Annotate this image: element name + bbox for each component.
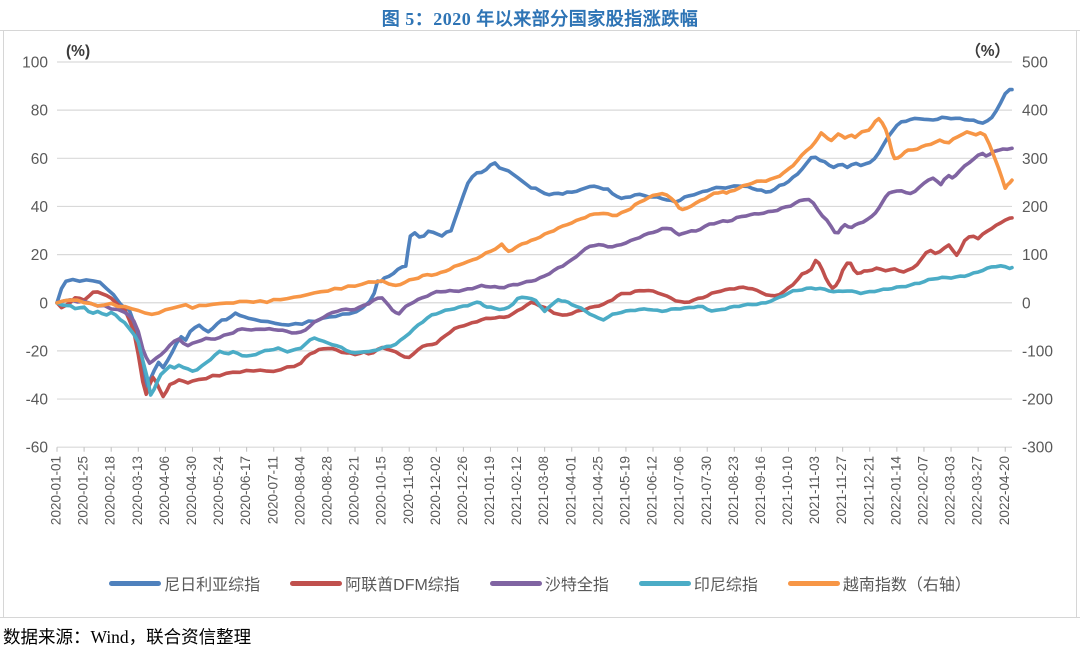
x-axis-tick-label: 2020-11-08 [401, 456, 416, 524]
right-axis-tick-label: 300 [1022, 151, 1048, 168]
x-axis-tick-label: 2020-01-01 [49, 456, 64, 525]
x-axis-tick-label: 2022-02-07 [916, 456, 931, 525]
x-axis-tick-label: 2022-04-20 [997, 456, 1012, 525]
x-axis-tick-label: 2021-04-25 [590, 456, 605, 525]
legend-label: 尼日利亚综指 [164, 577, 261, 594]
right-axis-tick-label: 500 [1022, 55, 1048, 72]
source-note: 数据来源：Wind，联合资信整理 [3, 627, 252, 647]
left-axis-tick-label: 0 [39, 295, 48, 312]
x-axis-tick-label: 2021-12-21 [861, 456, 876, 525]
x-axis-tick-label: 2020-04-30 [184, 456, 199, 525]
left-axis-tick-label: 40 [31, 199, 49, 216]
left-axis-tick-label: 100 [22, 55, 48, 72]
x-axis-tick-label: 2020-08-04 [292, 456, 307, 526]
series-line-3 [55, 146, 1014, 365]
left-axis-unit-label: (%) [66, 43, 90, 60]
legend-label: 沙特全指 [544, 577, 609, 594]
x-axis-tick-label: 2022-01-14 [888, 456, 903, 526]
x-axis-tick-label: 2020-08-28 [319, 456, 334, 525]
legend-marker [787, 580, 840, 586]
x-axis-tick-label: 2021-01-19 [482, 456, 497, 525]
x-axis-tick-label: 2020-01-25 [76, 456, 91, 525]
legend-marker [489, 580, 542, 586]
left-axis-tick-label: 60 [31, 151, 49, 168]
x-axis-tick-label: 2021-03-08 [536, 456, 551, 525]
series-line-5 [55, 116, 1014, 317]
x-axis-tick-label: 2022-03-27 [970, 456, 985, 525]
x-axis-tick-label: 2020-07-11 [265, 456, 280, 524]
left-axis-tick-label: -20 [26, 343, 49, 360]
x-axis-tick-label: 2020-03-13 [130, 456, 145, 525]
figure-title: 图 5：2020 年以来部分国家股指涨跌幅 [381, 9, 699, 29]
left-axis-tick-label: -40 [26, 392, 49, 409]
x-axis-tick-label: 2021-05-19 [617, 456, 632, 525]
right-axis-tick-label: -300 [1022, 440, 1053, 457]
legend-marker [290, 580, 343, 586]
legend-marker [638, 580, 691, 586]
x-axis-tick-label: 2021-07-06 [672, 456, 687, 525]
x-axis-tick-label: 2021-02-12 [509, 456, 524, 525]
legend-label: 印尼综指 [693, 577, 758, 594]
legend-item: 尼日利亚综指 [109, 571, 260, 595]
legend-label: 阿联酋DFM综指 [345, 577, 460, 594]
right-axis-unit-label: （%） [965, 42, 1010, 60]
x-axis-tick-label: 2021-11-27 [834, 456, 849, 524]
x-axis-tick-label: 2020-05-24 [211, 456, 226, 526]
right-axis-tick-label: 0 [1022, 295, 1031, 312]
x-axis-tick-label: 2021-08-23 [726, 456, 741, 525]
series-line-2 [55, 216, 1014, 399]
legend-item: 阿联酋DFM综指 [290, 571, 460, 595]
series-line-1 [55, 87, 1014, 389]
legend: 尼日利亚综指 阿联酋DFM综指 沙特全指 印尼综指 越南指数（右轴） [30, 571, 1050, 595]
x-axis-tick-label: 2021-07-30 [699, 456, 714, 525]
x-axis-tick-label: 2020-09-21 [347, 456, 362, 525]
legend-item: 印尼综指 [638, 571, 758, 595]
legend-label: 越南指数（右轴） [842, 577, 971, 594]
x-axis-tick-label: 2020-12-26 [455, 456, 470, 525]
x-axis-tick-label: 2020-06-17 [238, 456, 253, 525]
legend-marker [109, 580, 162, 586]
x-axis-tick-label: 2021-04-01 [563, 456, 578, 525]
right-axis-tick-label: -200 [1022, 392, 1053, 409]
x-axis-tick-label: 2021-10-10 [780, 456, 795, 525]
left-axis-tick-label: -60 [26, 440, 49, 457]
right-axis-tick-label: 100 [1022, 247, 1048, 264]
left-axis-tick-label: 20 [31, 247, 49, 264]
x-axis-tick-label: 2020-04-06 [157, 456, 172, 525]
series-line-4 [55, 264, 1014, 397]
x-axis-tick-label: 2020-02-18 [103, 456, 118, 525]
left-axis-tick-label: 80 [31, 103, 49, 120]
x-axis-tick-label: 2021-06-12 [645, 456, 660, 525]
right-axis-tick-label: -100 [1022, 343, 1053, 360]
right-axis-tick-label: 400 [1022, 103, 1048, 120]
x-axis-tick-label: 2022-03-03 [943, 456, 958, 525]
right-axis-tick-label: 200 [1022, 199, 1048, 216]
x-axis-tick-label: 2020-12-02 [428, 456, 443, 525]
x-axis-tick-label: 2021-11-03 [807, 456, 822, 524]
legend-item: 沙特全指 [489, 571, 609, 595]
x-axis-tick-label: 2020-10-15 [374, 456, 389, 525]
legend-item: 越南指数（右轴） [787, 571, 971, 595]
x-axis-tick-label: 2021-09-16 [753, 456, 768, 525]
